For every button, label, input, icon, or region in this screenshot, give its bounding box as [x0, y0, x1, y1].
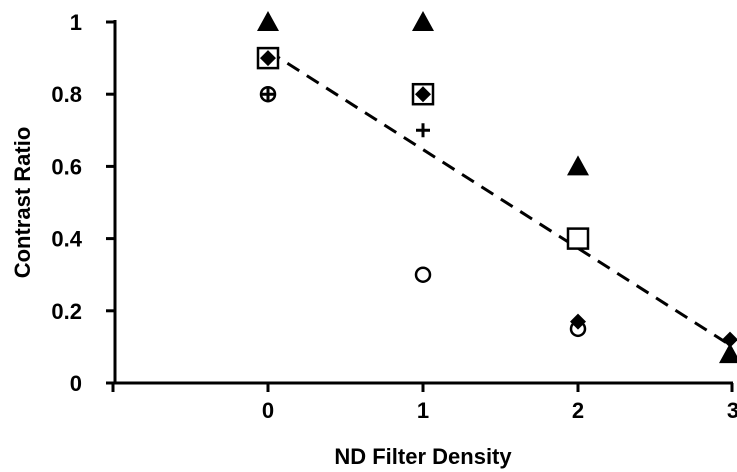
data-point-diamond: [415, 86, 431, 103]
data-point-circle: [569, 320, 587, 338]
x-ticks: 0 1 2 3: [111, 383, 737, 423]
data-point-square: [566, 227, 590, 250]
data-point-triangle: [719, 343, 737, 364]
data-point-circle: [414, 266, 432, 283]
axes: [113, 20, 733, 385]
trendline-group: [267, 49, 734, 349]
y-axis-title: Contrast Ratio: [10, 127, 35, 279]
trendline: [267, 49, 734, 349]
data-point-diamond: [260, 50, 276, 67]
y-tick-label: 0.2: [51, 299, 82, 324]
y-tick-label: 0.6: [51, 154, 82, 179]
data-point-triangle: [257, 11, 279, 31]
data-point-triangle: [567, 155, 589, 176]
data-point-diamond: [722, 331, 737, 348]
data-point-plus: [416, 123, 430, 138]
data-point-plus: [261, 87, 275, 102]
y-ticks: 0 0.2 0.4 0.6 0.8 1: [51, 10, 115, 396]
y-tick-label: 0: [70, 371, 82, 396]
x-tick-label: 1: [417, 398, 429, 423]
data-point-triangle: [412, 11, 434, 31]
y-tick-label: 0.4: [51, 227, 82, 252]
y-tick-label: 0.8: [51, 82, 82, 107]
data-points: [256, 11, 737, 364]
x-tick-label: 2: [572, 398, 584, 423]
x-tick-label: 3: [727, 398, 737, 423]
x-axis-title: ND Filter Density: [334, 444, 512, 469]
x-tick-label: 0: [262, 398, 274, 423]
y-tick-label: 1: [70, 10, 82, 35]
